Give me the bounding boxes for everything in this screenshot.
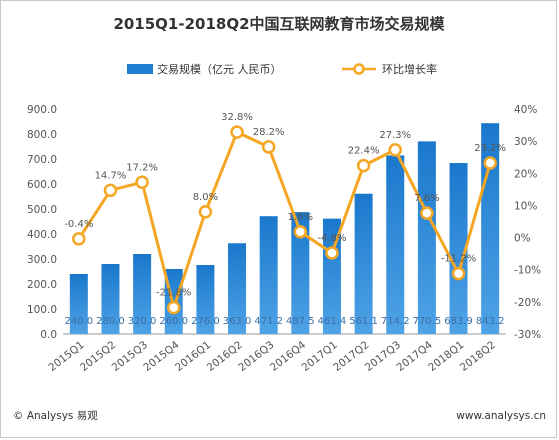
growth-point [483, 156, 497, 170]
y-left-tick-label: 100.0 [27, 304, 57, 316]
growth-value-label: 1.8% [288, 212, 313, 223]
bar [259, 216, 278, 334]
y-left-tick-label: 300.0 [27, 254, 57, 266]
growth-point [261, 140, 276, 154]
bar-series [69, 123, 500, 334]
bar [291, 212, 310, 334]
growth-value-label: 22.4% [348, 146, 380, 157]
bar-value-label: 487.5 [286, 316, 315, 327]
growth-point [135, 175, 149, 190]
growth-line [77, 130, 492, 310]
bar [69, 274, 88, 334]
bar-value-label: 363.0 [223, 316, 252, 327]
growth-point [388, 143, 402, 157]
growth-point [103, 183, 118, 198]
bar-value-label: 461.4 [318, 316, 347, 327]
bar-value-label: 714.2 [381, 316, 410, 327]
bar-value-label: 280.0 [96, 316, 125, 327]
bar-value-label: 770.5 [413, 316, 442, 327]
y-right-tick-label: 20% [514, 168, 537, 180]
growth-point [167, 300, 181, 315]
bar [417, 141, 436, 334]
y-left-tick-label: 800.0 [27, 129, 57, 141]
y-left-tick-label: 600.0 [27, 179, 57, 191]
bar-value-label: 260.0 [159, 316, 188, 327]
growth-value-label: 32.8% [221, 112, 253, 123]
growth-value-label: -21.8% [156, 288, 191, 299]
y-left-tick-label: 500.0 [27, 204, 57, 216]
y-left-tick-label: 400.0 [27, 229, 57, 241]
bar [133, 254, 152, 334]
growth-point [230, 125, 244, 139]
bar-value-label: 320.0 [128, 316, 157, 327]
bar [449, 163, 468, 334]
growth-value-label: 17.2% [126, 162, 158, 173]
bar-value-label: 561.1 [349, 316, 378, 327]
growth-point [451, 266, 466, 281]
y-right-tick-label: 30% [514, 136, 537, 148]
legend-line-label: 环比增长率 [382, 62, 437, 76]
bar-value-label: 240.0 [65, 316, 94, 327]
bar [481, 123, 500, 334]
y-left-axis: 0.0 100.0 200.0 300.0 400.0 500.0 600.0 700.0 80… [27, 104, 57, 341]
y-right-tick-label: -20% [514, 297, 541, 309]
legend: 交易规模（亿元 人民币） 环比增长率 [127, 62, 437, 76]
bar-value-label: 471.2 [254, 316, 283, 327]
growth-value-label: 27.3% [379, 130, 411, 141]
chart-title: 2015Q1-2018Q2中国互联网教育市场交易规模 [113, 15, 445, 33]
y-left-tick-label: 700.0 [27, 154, 57, 166]
bar [322, 218, 341, 334]
y-right-tick-label: 10% [514, 200, 537, 212]
y-right-tick-label: -10% [514, 265, 541, 277]
legend-bar-label: 交易规模（亿元 人民币） [157, 62, 282, 76]
growth-value-label: 7.6% [414, 193, 439, 204]
growth-point [356, 158, 371, 173]
x-axis: 2015Q12015Q22015Q32015Q42016Q12016Q22016… [46, 339, 498, 374]
bar-value-label: 276.0 [191, 316, 220, 327]
growth-value-label: 28.2% [253, 127, 285, 138]
legend-line-marker [353, 63, 365, 75]
y-right-tick-label: -30% [514, 329, 541, 341]
bar-value-label: 683.9 [444, 316, 473, 327]
growth-point [293, 225, 308, 239]
growth-point [72, 232, 86, 246]
growth-value-labels: -0.4%14.7%17.2%-21.8%8.0%32.8%28.2%1.8%-… [64, 112, 506, 299]
y-right-tick-label: 0% [514, 233, 531, 245]
footer-url: www.analysys.cn [456, 410, 546, 422]
legend-bar-swatch [127, 64, 153, 74]
bar-value-label: 843.2 [476, 316, 505, 327]
y-right-axis: -30% -20% -10% 0% 10% 20% 30% 40% [514, 104, 541, 341]
growth-line-series [72, 125, 497, 315]
bar [101, 264, 120, 334]
growth-value-label: -11.2% [441, 254, 476, 265]
y-left-tick-label: 0.0 [40, 329, 57, 341]
bar [386, 155, 405, 334]
y-left-tick-label: 900.0 [27, 104, 57, 116]
growth-point [325, 246, 339, 260]
footer-copyright: © Analysys 易观 [13, 410, 98, 422]
growth-value-label: 14.7% [95, 170, 127, 181]
bar [228, 243, 247, 334]
y-left-tick-label: 200.0 [27, 279, 57, 291]
bar [354, 193, 373, 334]
growth-value-label: -0.4% [64, 219, 93, 230]
growth-value-label: 8.0% [193, 192, 218, 203]
growth-value-label: -4.8% [317, 233, 346, 244]
bar-value-labels: 240.0 280.0 320.0 260.0 276.0 363.0 471.2 487.5… [65, 316, 505, 327]
growth-point [198, 205, 213, 219]
growth-point [420, 206, 434, 220]
growth-value-label: 23.2% [474, 143, 506, 154]
bar [196, 265, 215, 334]
y-right-tick-label: 40% [514, 104, 537, 116]
x-tick-label: 2018Q2 [458, 339, 498, 374]
